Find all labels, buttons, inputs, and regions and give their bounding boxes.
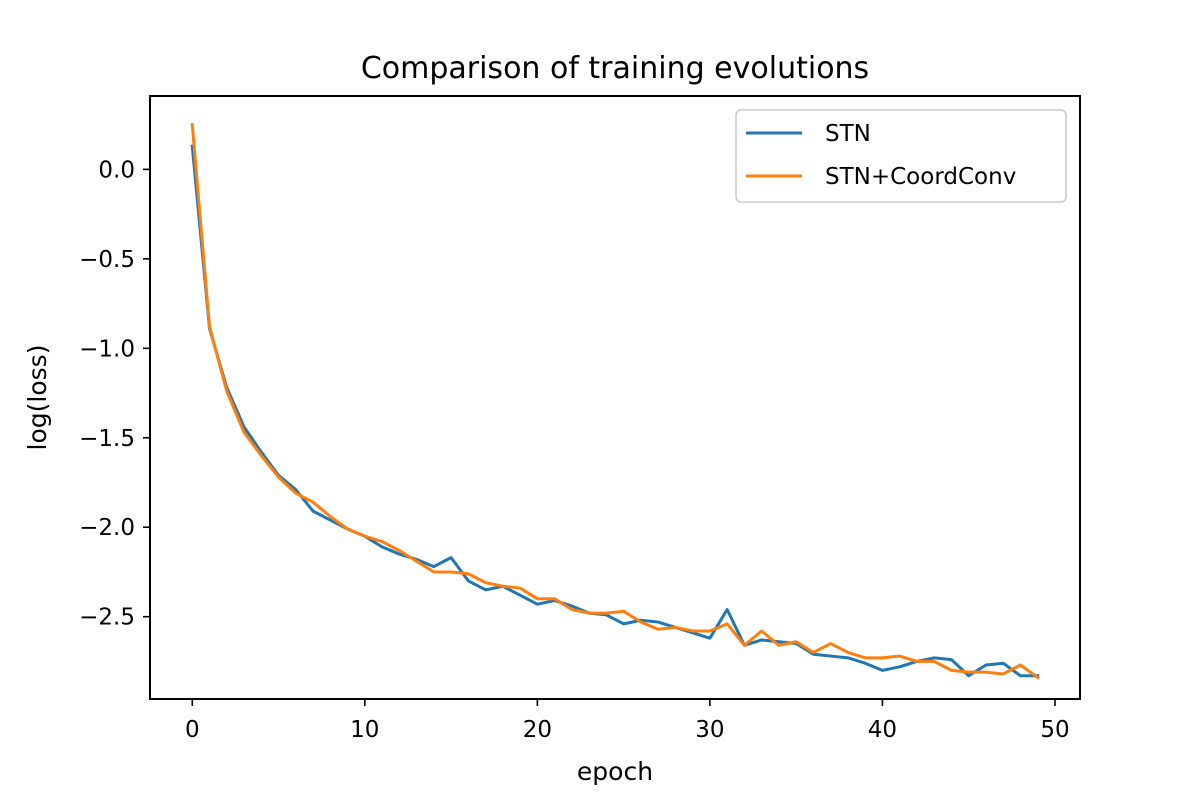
series-lines	[190, 123, 1040, 680]
x-tick-label: 30	[695, 717, 724, 743]
axis-ticks: 0 10 20 30 40 50 0.0 −0.5 −1.0 −1.5 −2.0 −2.5	[79, 157, 1069, 743]
y-tick-label: −2.5	[79, 605, 135, 631]
y-tick-label: −1.5	[79, 426, 135, 452]
x-tick-label: 50	[1040, 717, 1069, 743]
legend-box	[735, 109, 1067, 203]
y-tick-label: −2.0	[79, 515, 135, 541]
y-tick-label: −1.0	[79, 336, 135, 362]
y-tick-label: −0.5	[79, 247, 135, 273]
chart-title: Comparison of training evolutions	[361, 51, 869, 86]
x-tick-label: 0	[185, 717, 200, 743]
y-tick-label: 0.0	[98, 157, 135, 183]
x-tick-label: 40	[868, 717, 897, 743]
legend-label-stn: STN	[825, 121, 871, 147]
series-line-stn	[190, 144, 1040, 678]
x-tick-label: 10	[350, 717, 379, 743]
x-tick-label: 20	[523, 717, 552, 743]
plot-frame	[149, 95, 1081, 700]
legend-label-stn-coordconv: STN+CoordConv	[825, 164, 1016, 190]
x-axis-label: epoch	[577, 757, 653, 786]
legend: STN STN+CoordConv	[735, 109, 1067, 203]
y-axis-label: log(loss)	[23, 345, 52, 451]
series-line-stn-coordconv	[190, 123, 1040, 680]
